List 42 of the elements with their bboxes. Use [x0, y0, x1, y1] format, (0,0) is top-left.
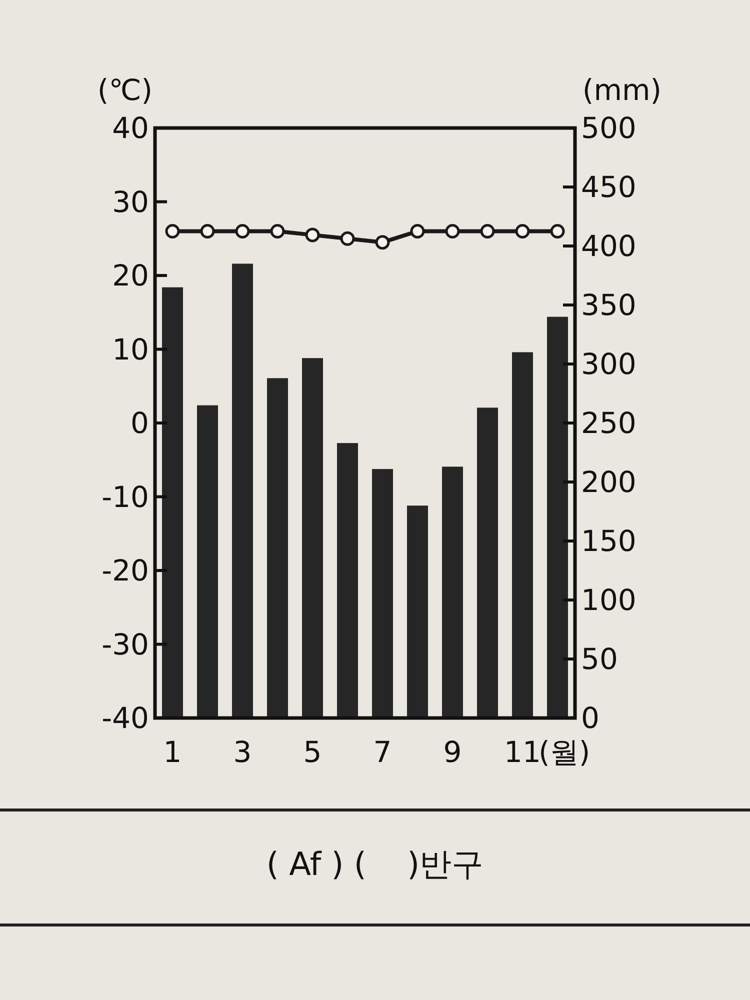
point: [445, 224, 460, 238]
y2-tick-label: 500: [581, 111, 636, 145]
x-axis-title: (월): [538, 735, 590, 769]
point: [410, 224, 425, 238]
x-tick-label: 3: [233, 735, 252, 769]
y-tick-label: 20: [112, 258, 149, 292]
y2-tick-label: 150: [581, 524, 636, 558]
y-tick-label: 40: [112, 111, 149, 145]
x-tick-label: 5: [303, 735, 322, 769]
point: [270, 224, 285, 238]
y2-tick-label: 250: [581, 406, 636, 440]
y-tick-label: 0: [130, 406, 149, 440]
y-tick-label: -10: [102, 480, 149, 514]
point: [200, 224, 215, 238]
y-tick-label: 30: [112, 184, 149, 219]
y2-tick-label: 450: [581, 170, 636, 204]
x-tick-label: 9: [443, 735, 462, 769]
y2-tick-label: 0: [581, 701, 600, 735]
point: [340, 231, 355, 246]
point: [305, 228, 320, 242]
y-tick-label: 10: [112, 332, 149, 366]
y-axis-title: (℃): [97, 73, 153, 107]
y2-axis-title: (mm): [582, 73, 662, 107]
y-tick-label: -20: [102, 554, 149, 588]
point: [375, 235, 390, 250]
x-tick-label: 11: [504, 735, 541, 769]
y2-tick-label: 300: [581, 347, 636, 381]
y2-tick-label: 200: [581, 465, 636, 499]
y2-tick-label: 100: [581, 583, 636, 617]
point: [550, 224, 565, 238]
y2-tick-label: 400: [581, 229, 636, 263]
y-tick-label: -40: [102, 701, 149, 735]
point: [515, 224, 530, 238]
x-tick-label: 1: [163, 735, 182, 769]
x-tick-label: 7: [373, 735, 392, 769]
point: [165, 224, 180, 238]
point: [235, 224, 250, 238]
y-tick-label: -30: [102, 627, 149, 662]
text: ( Af ) ( )반구: [266, 845, 484, 883]
point: [480, 224, 495, 238]
y2-tick-label: 50: [581, 642, 618, 676]
y2-tick-label: 350: [581, 288, 636, 322]
